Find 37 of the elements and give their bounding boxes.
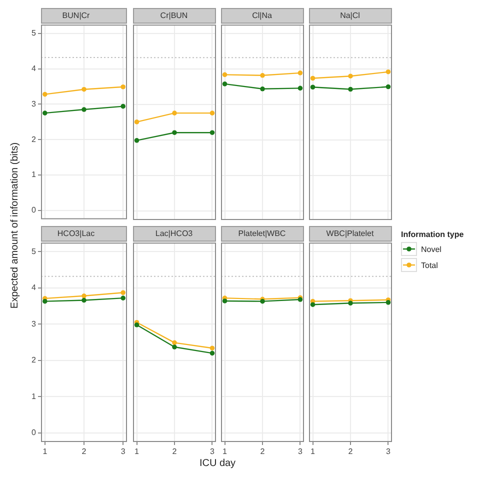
- y-tick-label: 5: [32, 28, 37, 38]
- x-tick-label: 2: [172, 447, 178, 456]
- chart-title: WBC|Platelet: [326, 229, 374, 238]
- y-tick-label: 2: [32, 134, 37, 144]
- x-tick-label: 1: [222, 447, 228, 456]
- y-tick-label: 4: [32, 283, 37, 292]
- x-tick-label: 2: [82, 447, 87, 456]
- chart-title: BUN|Cr: [62, 11, 90, 20]
- y-tick-label: 1: [32, 170, 37, 180]
- legend-title: Information type: [401, 230, 464, 239]
- x-axis-title: ICU day: [198, 458, 237, 469]
- x-tick-label: 3: [120, 447, 126, 456]
- x-tick-label: 1: [42, 447, 48, 456]
- y-tick-label: 0: [32, 206, 37, 215]
- y-axis-title: Expected amount of information (bits): [10, 142, 21, 308]
- y-tick-label: 2: [32, 356, 37, 365]
- x-tick-label: 2: [260, 447, 266, 456]
- x-tick-label: 3: [210, 447, 215, 456]
- chart-title: Cr|BUN: [160, 11, 188, 20]
- y-tick-label: 3: [32, 319, 37, 328]
- chart-title: Platelet|WBC: [238, 229, 286, 238]
- y-tick-label: 5: [32, 246, 37, 256]
- chart-title: Na|Cl: [340, 11, 360, 20]
- x-tick-label: 1: [310, 447, 316, 456]
- legend-label: Novel: [421, 244, 442, 254]
- x-tick-label: 1: [134, 447, 140, 456]
- chart-title: Cl|Na: [252, 11, 272, 20]
- chart-title: Lac|HCO3: [155, 229, 194, 238]
- y-tick-label: 0: [32, 428, 37, 438]
- y-tick-label: 4: [32, 64, 37, 74]
- y-tick-label: 1: [32, 392, 37, 401]
- x-tick-label: 3: [386, 447, 391, 456]
- legend-label: Total: [421, 260, 438, 270]
- y-tick-label: 3: [32, 99, 37, 108]
- x-tick-label: 3: [298, 447, 303, 456]
- x-tick-label: 2: [348, 447, 354, 456]
- chart-title: HCO3|Lac: [57, 229, 95, 238]
